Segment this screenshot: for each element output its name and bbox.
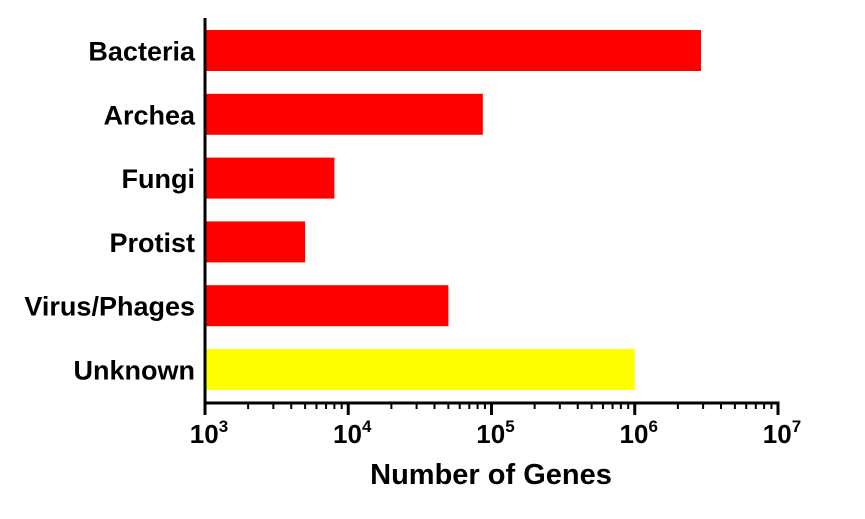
bar-unknown xyxy=(205,349,635,390)
x-tick-label: 104 xyxy=(333,417,372,449)
axes-layer xyxy=(203,18,780,415)
x-tick-label: 106 xyxy=(620,417,658,449)
category-label-virus-phages: Virus/Phages xyxy=(24,292,195,322)
bar-protist xyxy=(205,221,306,263)
x-tick-label: 105 xyxy=(476,417,514,449)
bar-archea xyxy=(205,93,483,135)
labels-layer: Bacteria Archea Fungi Protist Virus/Phages Un… xyxy=(24,37,801,450)
category-label-archea: Archea xyxy=(103,100,196,130)
x-axis-title: Number of Genes xyxy=(370,459,612,491)
bar-virus-phages xyxy=(205,285,449,327)
bar-fungi xyxy=(205,157,335,199)
x-tick-label: 107 xyxy=(763,417,801,449)
category-label-fungi: Fungi xyxy=(122,164,195,194)
x-tick-label: 103 xyxy=(190,417,228,449)
category-label-protist: Protist xyxy=(109,228,195,258)
bars-layer xyxy=(205,30,701,390)
bar-bacteria xyxy=(205,30,701,71)
category-label-bacteria: Bacteria xyxy=(88,37,196,67)
category-label-unknown: Unknown xyxy=(74,356,196,386)
